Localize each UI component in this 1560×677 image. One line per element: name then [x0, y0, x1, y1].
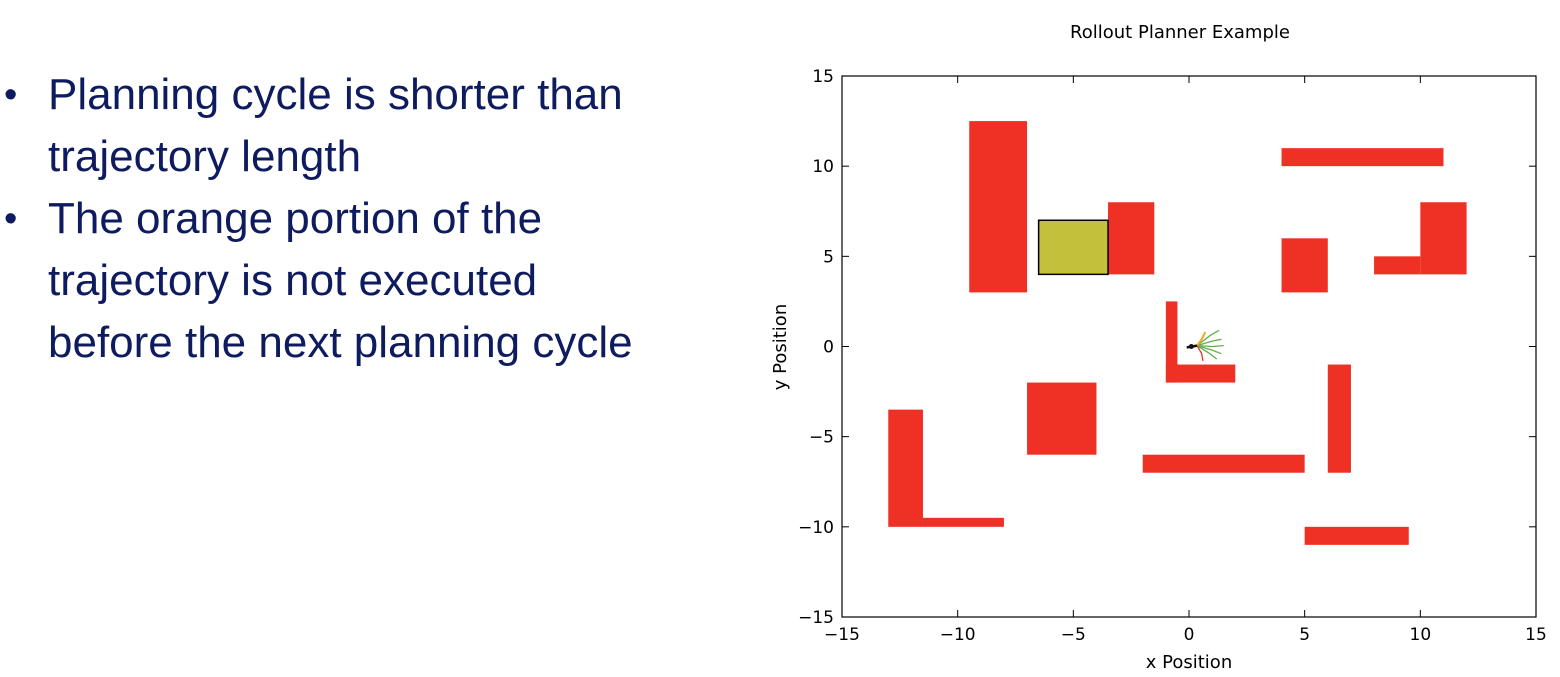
- x-tick-label: −10: [940, 625, 976, 645]
- obstacle: [1165, 301, 1178, 383]
- x-tick-label: 10: [1410, 625, 1432, 645]
- x-tick-label: −5: [1061, 625, 1086, 645]
- goal-region: [1037, 219, 1109, 276]
- obstacle: [1420, 202, 1467, 275]
- obstacle: [922, 517, 1004, 527]
- y-axis-ticks: −15 −10 −5 0 5 10 15: [798, 67, 1536, 628]
- obstacle: [1327, 364, 1351, 473]
- bullet-item: • The orange portion of the trajectory is …: [0, 188, 740, 374]
- obstacle: [1304, 526, 1409, 545]
- bullet-dot: •: [4, 198, 18, 240]
- rejected-trajectory: [1196, 345, 1204, 362]
- bullet-list: • Planning cycle is shorter than trajector…: [0, 64, 740, 374]
- y-tick-label: −15: [798, 608, 834, 628]
- goal-layer: [1037, 219, 1109, 276]
- y-tick-label: 15: [812, 67, 834, 87]
- x-axis-ticks: −15 −10 −5 0 5 10 15: [824, 76, 1547, 645]
- x-tick-label: 15: [1525, 625, 1547, 645]
- candidate-trajectory: [1197, 344, 1224, 348]
- obstacle: [1281, 238, 1328, 293]
- y-tick-label: 10: [812, 157, 834, 177]
- rollout-planner-chart: Rollout Planner Example −15 −10 −5 0 5 10 15 −…: [770, 22, 1547, 673]
- obstacle: [1281, 148, 1444, 167]
- bullet-item: • Planning cycle is shorter than trajector…: [0, 64, 740, 188]
- y-tick-label: −5: [809, 428, 834, 448]
- obstacle-layer: [888, 121, 1467, 545]
- trajectory-layer: [1186, 329, 1224, 362]
- x-axis-label: x Position: [1146, 652, 1232, 673]
- bullet-text: Planning cycle is shorter than trajectory…: [48, 70, 623, 181]
- x-tick-label: −15: [824, 625, 860, 645]
- obstacle: [1374, 256, 1421, 275]
- x-tick-label: 0: [1184, 625, 1195, 645]
- obstacle: [888, 409, 923, 527]
- vehicle-marker: [1188, 344, 1194, 349]
- unexecuted-trajectory: [1196, 331, 1207, 347]
- obstacle: [969, 121, 1028, 293]
- y-tick-label: 0: [823, 338, 834, 358]
- y-tick-label: −10: [798, 518, 834, 538]
- candidate-trajectory: [1196, 344, 1222, 355]
- obstacle: [1027, 382, 1097, 455]
- chart-title: Rollout Planner Example: [1070, 22, 1290, 43]
- obstacle: [1165, 364, 1236, 383]
- bullet-text: The orange portion of the trajectory is n…: [48, 194, 633, 367]
- candidate-trajectory: [1196, 338, 1222, 347]
- obstacle: [1142, 454, 1305, 473]
- y-axis-label: y Position: [770, 304, 791, 390]
- obstacle: [1108, 202, 1155, 275]
- y-tick-label: 5: [823, 247, 834, 267]
- x-tick-label: 5: [1299, 625, 1310, 645]
- candidate-trajectory: [1196, 345, 1218, 360]
- candidate-trajectory: [1196, 329, 1220, 347]
- bullet-dot: •: [4, 74, 18, 116]
